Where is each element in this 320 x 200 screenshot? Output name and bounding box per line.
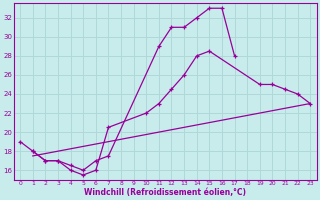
X-axis label: Windchill (Refroidissement éolien,°C): Windchill (Refroidissement éolien,°C) (84, 188, 246, 197)
